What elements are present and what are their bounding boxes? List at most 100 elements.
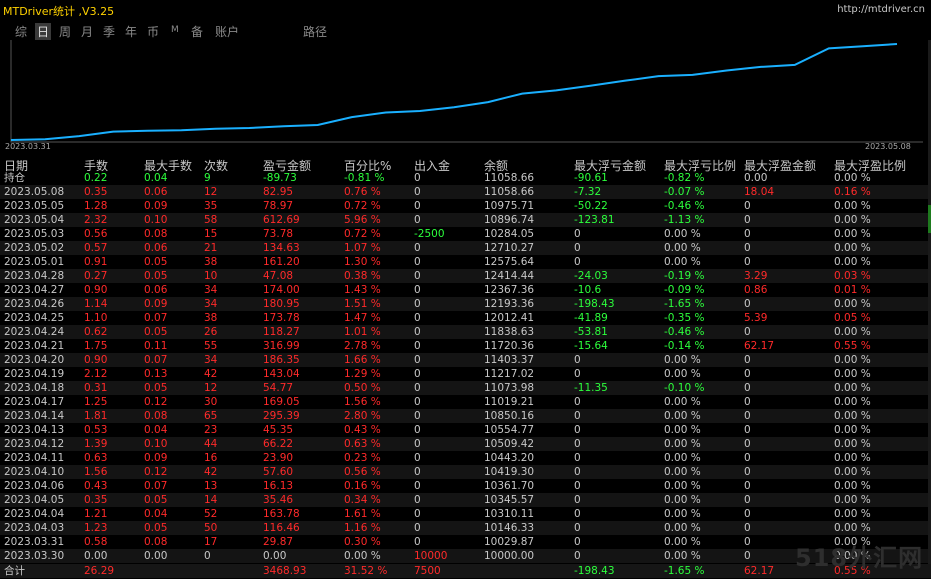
table-cell: 0.00 %: [834, 354, 871, 366]
scrollbar-thumb[interactable]: [928, 205, 931, 233]
table-row[interactable]: 2023.05.08 0.35 0.06 12 82.95 0.76 % 0 11058.66…: [0, 185, 931, 199]
table-cell: 0.08: [144, 410, 168, 422]
table-row[interactable]: 2023.04.06 0.43 0.07 13 16.13 0.16 % 0 10361.70…: [0, 479, 931, 493]
table-cell: 2023.03.30: [4, 550, 65, 562]
table-cell: 0: [414, 508, 421, 520]
table-row[interactable]: 2023.04.18 0.31 0.05 12 54.77 0.50 % 0 11073.98…: [0, 381, 931, 395]
table-cell: 1.21: [84, 508, 108, 520]
equity-line: [10, 43, 898, 141]
column-header: 最大浮盈比例: [834, 159, 907, 173]
table-cell: 2023.04.20: [4, 354, 65, 366]
total-cell: -198.43: [574, 565, 615, 577]
table-row[interactable]: 2023.05.03 0.56 0.08 15 73.78 0.72 % -2500 1028…: [0, 227, 931, 241]
table-row[interactable]: 2023.03.31 0.58 0.08 17 29.87 0.30 % 0 10029.87…: [0, 535, 931, 549]
table-cell: 11838.63: [484, 326, 535, 338]
table-cell: 2023.04.19: [4, 368, 65, 380]
table-row[interactable]: 2023.04.14 1.81 0.08 65 295.39 2.80 % 0 10850.1…: [0, 409, 931, 423]
tab-year[interactable]: 年: [125, 25, 138, 39]
tab-path[interactable]: 路径: [303, 25, 328, 39]
table-cell: 0: [414, 214, 421, 226]
table-cell: -50.22: [574, 200, 608, 212]
table-cell: 12575.64: [484, 256, 535, 268]
table-cell: -15.64: [574, 340, 608, 352]
table-cell: 78.97: [263, 200, 294, 212]
table-cell: 0: [414, 494, 421, 506]
tab-note[interactable]: 备: [191, 25, 204, 39]
table-cell: 0.00 %: [664, 256, 701, 268]
tab-day[interactable]: 日: [35, 23, 52, 40]
table-row[interactable]: 2023.05.04 2.32 0.10 58 612.69 5.96 % 0 10896.7…: [0, 213, 931, 227]
table-row[interactable]: 2023.04.27 0.90 0.06 34 174.00 1.43 % 0 12367.3…: [0, 283, 931, 297]
table-row[interactable]: 2023.05.02 0.57 0.06 21 134.63 1.07 % 0 12710.2…: [0, 241, 931, 255]
table-row[interactable]: 2023.04.28 0.27 0.05 10 47.08 0.38 % 0 12414.44…: [0, 269, 931, 283]
holding-cell: 11058.66: [484, 172, 535, 184]
table-cell: 2023.04.24: [4, 326, 65, 338]
table-row[interactable]: 2023.03.30 0.00 0.00 0 0.00 0.00 % 10000 10000.…: [0, 549, 931, 563]
table-cell: 0.30 %: [344, 536, 381, 548]
table-row[interactable]: 2023.04.13 0.53 0.04 23 45.35 0.43 % 0 10554.77…: [0, 423, 931, 437]
website-link[interactable]: http://mtdriver.cn: [837, 4, 925, 15]
table-cell: 2.78 %: [344, 340, 381, 352]
scrollbar[interactable]: [928, 40, 931, 564]
table-cell: 0.05: [144, 494, 168, 506]
tab-quarter[interactable]: 季: [103, 25, 116, 39]
table-cell: 0.63 %: [344, 438, 381, 450]
table-cell: 44: [204, 438, 218, 450]
table-cell: 1.51 %: [344, 298, 381, 310]
tab-magic[interactable]: M: [171, 25, 179, 35]
holding-cell: 0.04: [144, 172, 168, 184]
table-cell: 1.30 %: [344, 256, 381, 268]
table-cell: 23.90: [263, 452, 294, 464]
tab-currency[interactable]: 币: [147, 25, 160, 39]
table-cell: -2500: [414, 228, 445, 240]
table-cell: 0.06: [144, 242, 168, 254]
table-row[interactable]: 2023.04.19 2.12 0.13 42 143.04 1.29 % 0 11217.0…: [0, 367, 931, 381]
tab-week[interactable]: 周: [59, 25, 72, 39]
table-cell: 2023.05.08: [4, 186, 65, 198]
table-cell: 0: [744, 354, 751, 366]
table-cell: -0.10 %: [664, 382, 705, 394]
table-row[interactable]: 2023.04.20 0.90 0.07 34 186.35 1.66 % 0 11403.3…: [0, 353, 931, 367]
table-row[interactable]: 2023.04.03 1.23 0.05 50 116.46 1.16 % 0 10146.3…: [0, 521, 931, 535]
table-cell: 11073.98: [484, 382, 535, 394]
table-cell: 0.00 %: [834, 396, 871, 408]
table-cell: 0.07: [144, 312, 168, 324]
table-row[interactable]: 2023.05.05 1.28 0.09 35 78.97 0.72 % 0 10975.71…: [0, 199, 931, 213]
holding-cell: -89.73: [263, 172, 297, 184]
table-row[interactable]: 2023.04.24 0.62 0.05 26 118.27 1.01 % 0 11838.6…: [0, 325, 931, 339]
table-cell: 0.00 %: [834, 298, 871, 310]
table-row[interactable]: 2023.04.10 1.56 0.12 42 57.60 0.56 % 0 10419.30…: [0, 465, 931, 479]
table-row[interactable]: 2023.04.11 0.63 0.09 16 23.90 0.23 % 0 10443.20…: [0, 451, 931, 465]
tab-month[interactable]: 月: [81, 25, 94, 39]
table-cell: 34: [204, 298, 218, 310]
table-cell: 0.09: [144, 200, 168, 212]
table-cell: 0: [414, 200, 421, 212]
table-cell: 35.46: [263, 494, 294, 506]
table-cell: 0: [574, 396, 581, 408]
tab-summary[interactable]: 综: [15, 25, 28, 39]
tab-account[interactable]: 账户: [215, 25, 240, 39]
table-cell: 0: [414, 536, 421, 548]
table-cell: 0.58: [84, 536, 108, 548]
table-cell: 0.00 %: [664, 452, 701, 464]
table-row[interactable]: 2023.05.01 0.91 0.05 38 161.20 1.30 % 0 12575.6…: [0, 255, 931, 269]
table-cell: 52: [204, 508, 218, 520]
table-row[interactable]: 2023.04.12 1.39 0.10 44 66.22 0.63 % 0 10509.42…: [0, 437, 931, 451]
table-row[interactable]: 2023.04.17 1.25 0.12 30 169.05 1.56 % 0 11019.2…: [0, 395, 931, 409]
table-cell: 2023.05.04: [4, 214, 65, 226]
table-row[interactable]: 2023.04.26 1.14 0.09 34 180.95 1.51 % 0 12193.3…: [0, 297, 931, 311]
column-header: 百分比%: [344, 159, 392, 173]
table-row[interactable]: 2023.04.04 1.21 0.04 52 163.78 1.61 % 0 10310.1…: [0, 507, 931, 521]
table-cell: 65: [204, 410, 218, 422]
table-cell: 0: [744, 452, 751, 464]
table-cell: 0: [744, 494, 751, 506]
column-header: 余额: [484, 159, 509, 173]
table-cell: 2023.04.21: [4, 340, 65, 352]
table-row[interactable]: 2023.04.21 1.75 0.11 55 316.99 2.78 % 0 11720.3…: [0, 339, 931, 353]
table-cell: 0.03 %: [834, 270, 871, 282]
table-cell: 0.00 %: [664, 368, 701, 380]
table-cell: 0.76 %: [344, 186, 381, 198]
table-cell: 17: [204, 536, 218, 548]
table-row[interactable]: 2023.04.05 0.35 0.05 14 35.46 0.34 % 0 10345.57…: [0, 493, 931, 507]
table-row[interactable]: 2023.04.25 1.10 0.07 38 173.78 1.47 % 0 12012.4…: [0, 311, 931, 325]
